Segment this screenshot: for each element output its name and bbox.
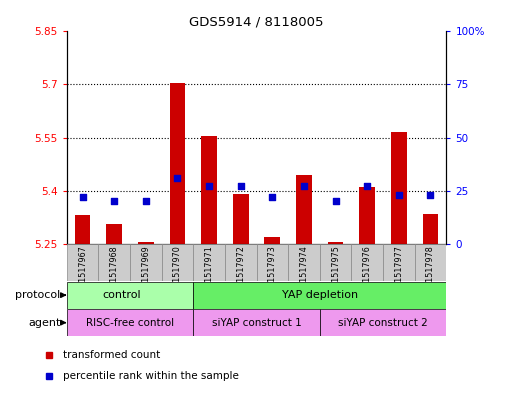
Text: GSM1517968: GSM1517968 — [110, 246, 119, 299]
FancyBboxPatch shape — [162, 244, 193, 281]
Text: agent: agent — [28, 318, 61, 328]
Text: transformed count: transformed count — [63, 350, 160, 360]
Point — [331, 198, 340, 204]
Bar — [74, 215, 90, 244]
Bar — [106, 224, 122, 244]
Bar — [328, 242, 344, 244]
Bar — [264, 237, 280, 244]
Text: protocol: protocol — [15, 290, 61, 300]
FancyBboxPatch shape — [383, 244, 415, 281]
Point — [300, 183, 308, 189]
Point — [426, 192, 435, 198]
Text: GSM1517970: GSM1517970 — [173, 246, 182, 299]
Bar — [201, 136, 217, 244]
Point — [394, 192, 403, 198]
FancyBboxPatch shape — [193, 282, 446, 309]
Bar — [233, 194, 249, 244]
FancyBboxPatch shape — [67, 244, 98, 281]
FancyBboxPatch shape — [351, 244, 383, 281]
FancyBboxPatch shape — [288, 244, 320, 281]
Text: RISC-free control: RISC-free control — [86, 318, 174, 328]
FancyBboxPatch shape — [193, 244, 225, 281]
Text: GSM1517976: GSM1517976 — [363, 246, 372, 299]
FancyBboxPatch shape — [320, 244, 351, 281]
FancyBboxPatch shape — [320, 309, 446, 336]
Bar — [138, 242, 154, 244]
Title: GDS5914 / 8118005: GDS5914 / 8118005 — [189, 16, 324, 29]
Text: GSM1517975: GSM1517975 — [331, 246, 340, 299]
Point — [205, 183, 213, 189]
Point — [78, 194, 87, 200]
FancyBboxPatch shape — [130, 244, 162, 281]
Point — [173, 175, 182, 181]
Text: GSM1517967: GSM1517967 — [78, 246, 87, 299]
Text: GSM1517977: GSM1517977 — [394, 246, 403, 299]
Text: YAP depletion: YAP depletion — [282, 290, 358, 300]
Text: siYAP construct 2: siYAP construct 2 — [338, 318, 428, 328]
Text: GSM1517978: GSM1517978 — [426, 246, 435, 299]
Point — [110, 198, 118, 204]
Text: GSM1517974: GSM1517974 — [300, 246, 308, 299]
FancyBboxPatch shape — [98, 244, 130, 281]
Point — [363, 183, 371, 189]
Point — [142, 198, 150, 204]
Point — [236, 183, 245, 189]
Text: GSM1517972: GSM1517972 — [236, 246, 245, 299]
FancyBboxPatch shape — [225, 244, 256, 281]
FancyBboxPatch shape — [256, 244, 288, 281]
Bar — [423, 213, 439, 244]
Text: GSM1517971: GSM1517971 — [205, 246, 213, 299]
Text: GSM1517969: GSM1517969 — [141, 246, 150, 299]
Text: percentile rank within the sample: percentile rank within the sample — [63, 371, 239, 381]
Text: siYAP construct 1: siYAP construct 1 — [212, 318, 301, 328]
Text: control: control — [103, 290, 142, 300]
FancyBboxPatch shape — [415, 244, 446, 281]
FancyBboxPatch shape — [193, 309, 320, 336]
Bar — [359, 187, 375, 244]
Bar — [391, 132, 407, 244]
FancyBboxPatch shape — [67, 282, 193, 309]
Point — [268, 194, 277, 200]
FancyBboxPatch shape — [67, 309, 193, 336]
Bar — [296, 174, 312, 244]
Bar — [169, 83, 185, 244]
Text: GSM1517973: GSM1517973 — [268, 246, 277, 299]
